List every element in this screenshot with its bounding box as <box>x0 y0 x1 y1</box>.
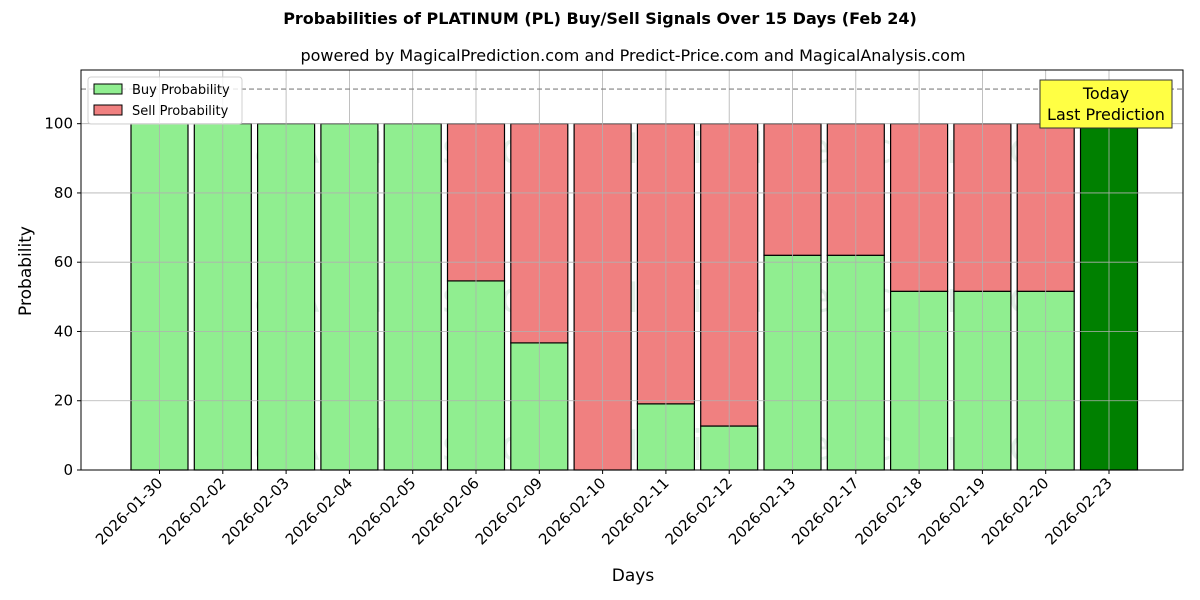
today-annotation: Today Last Prediction <box>1039 79 1173 129</box>
grid-layer <box>81 70 1183 471</box>
x-tick-label: 2026-02-04 <box>282 474 356 548</box>
legend-label: Buy Probability <box>132 83 230 98</box>
x-axis-label: Days <box>612 566 655 586</box>
x-tick-label: 2026-02-10 <box>535 474 609 548</box>
annotation-line-2: Last Prediction <box>1047 105 1165 124</box>
y-tick-label: 80 <box>54 184 73 202</box>
legend-label: Sell Probability <box>132 104 229 119</box>
y-tick-label: 100 <box>44 115 73 133</box>
annotation-line-1: Today <box>1082 84 1129 103</box>
x-tick-label: 2026-02-17 <box>788 474 862 548</box>
annotation-box <box>1039 79 1173 129</box>
x-tick-label: 2026-02-06 <box>408 474 482 548</box>
legend-swatch <box>93 83 123 95</box>
x-tick-label: 2026-02-03 <box>219 474 293 548</box>
x-tick-label: 2026-02-02 <box>155 474 229 548</box>
y-tick-label: 60 <box>54 253 73 271</box>
x-tick-label: 2026-02-23 <box>1041 474 1115 548</box>
y-tick-label: 20 <box>54 392 73 410</box>
x-tick-label: 2026-01-30 <box>92 474 166 548</box>
legend-box <box>87 76 243 125</box>
chart-subtitle: powered by MagicalPrediction.com and Pre… <box>300 46 966 65</box>
x-tick-label: 2026-02-18 <box>852 474 926 548</box>
y-tick-label: 40 <box>54 322 73 340</box>
legend-swatch <box>93 104 123 116</box>
x-tick-label: 2026-02-19 <box>915 474 989 548</box>
chart-title: Probabilities of PLATINUM (PL) Buy/Sell … <box>283 9 917 28</box>
legend: Buy Probability Sell Probability <box>87 76 243 125</box>
x-tick-label: 2026-02-12 <box>662 474 736 548</box>
x-tick-label: 2026-02-09 <box>472 474 546 548</box>
x-tick-label: 2026-02-11 <box>598 474 672 548</box>
y-axis-label: Probability <box>16 226 36 316</box>
x-tick-label: 2026-02-13 <box>725 474 799 548</box>
x-tick-label: 2026-02-20 <box>978 474 1052 548</box>
y-tick-label: 0 <box>63 461 73 479</box>
plot-frame <box>80 69 1184 471</box>
x-tick-label: 2026-02-05 <box>345 474 419 548</box>
